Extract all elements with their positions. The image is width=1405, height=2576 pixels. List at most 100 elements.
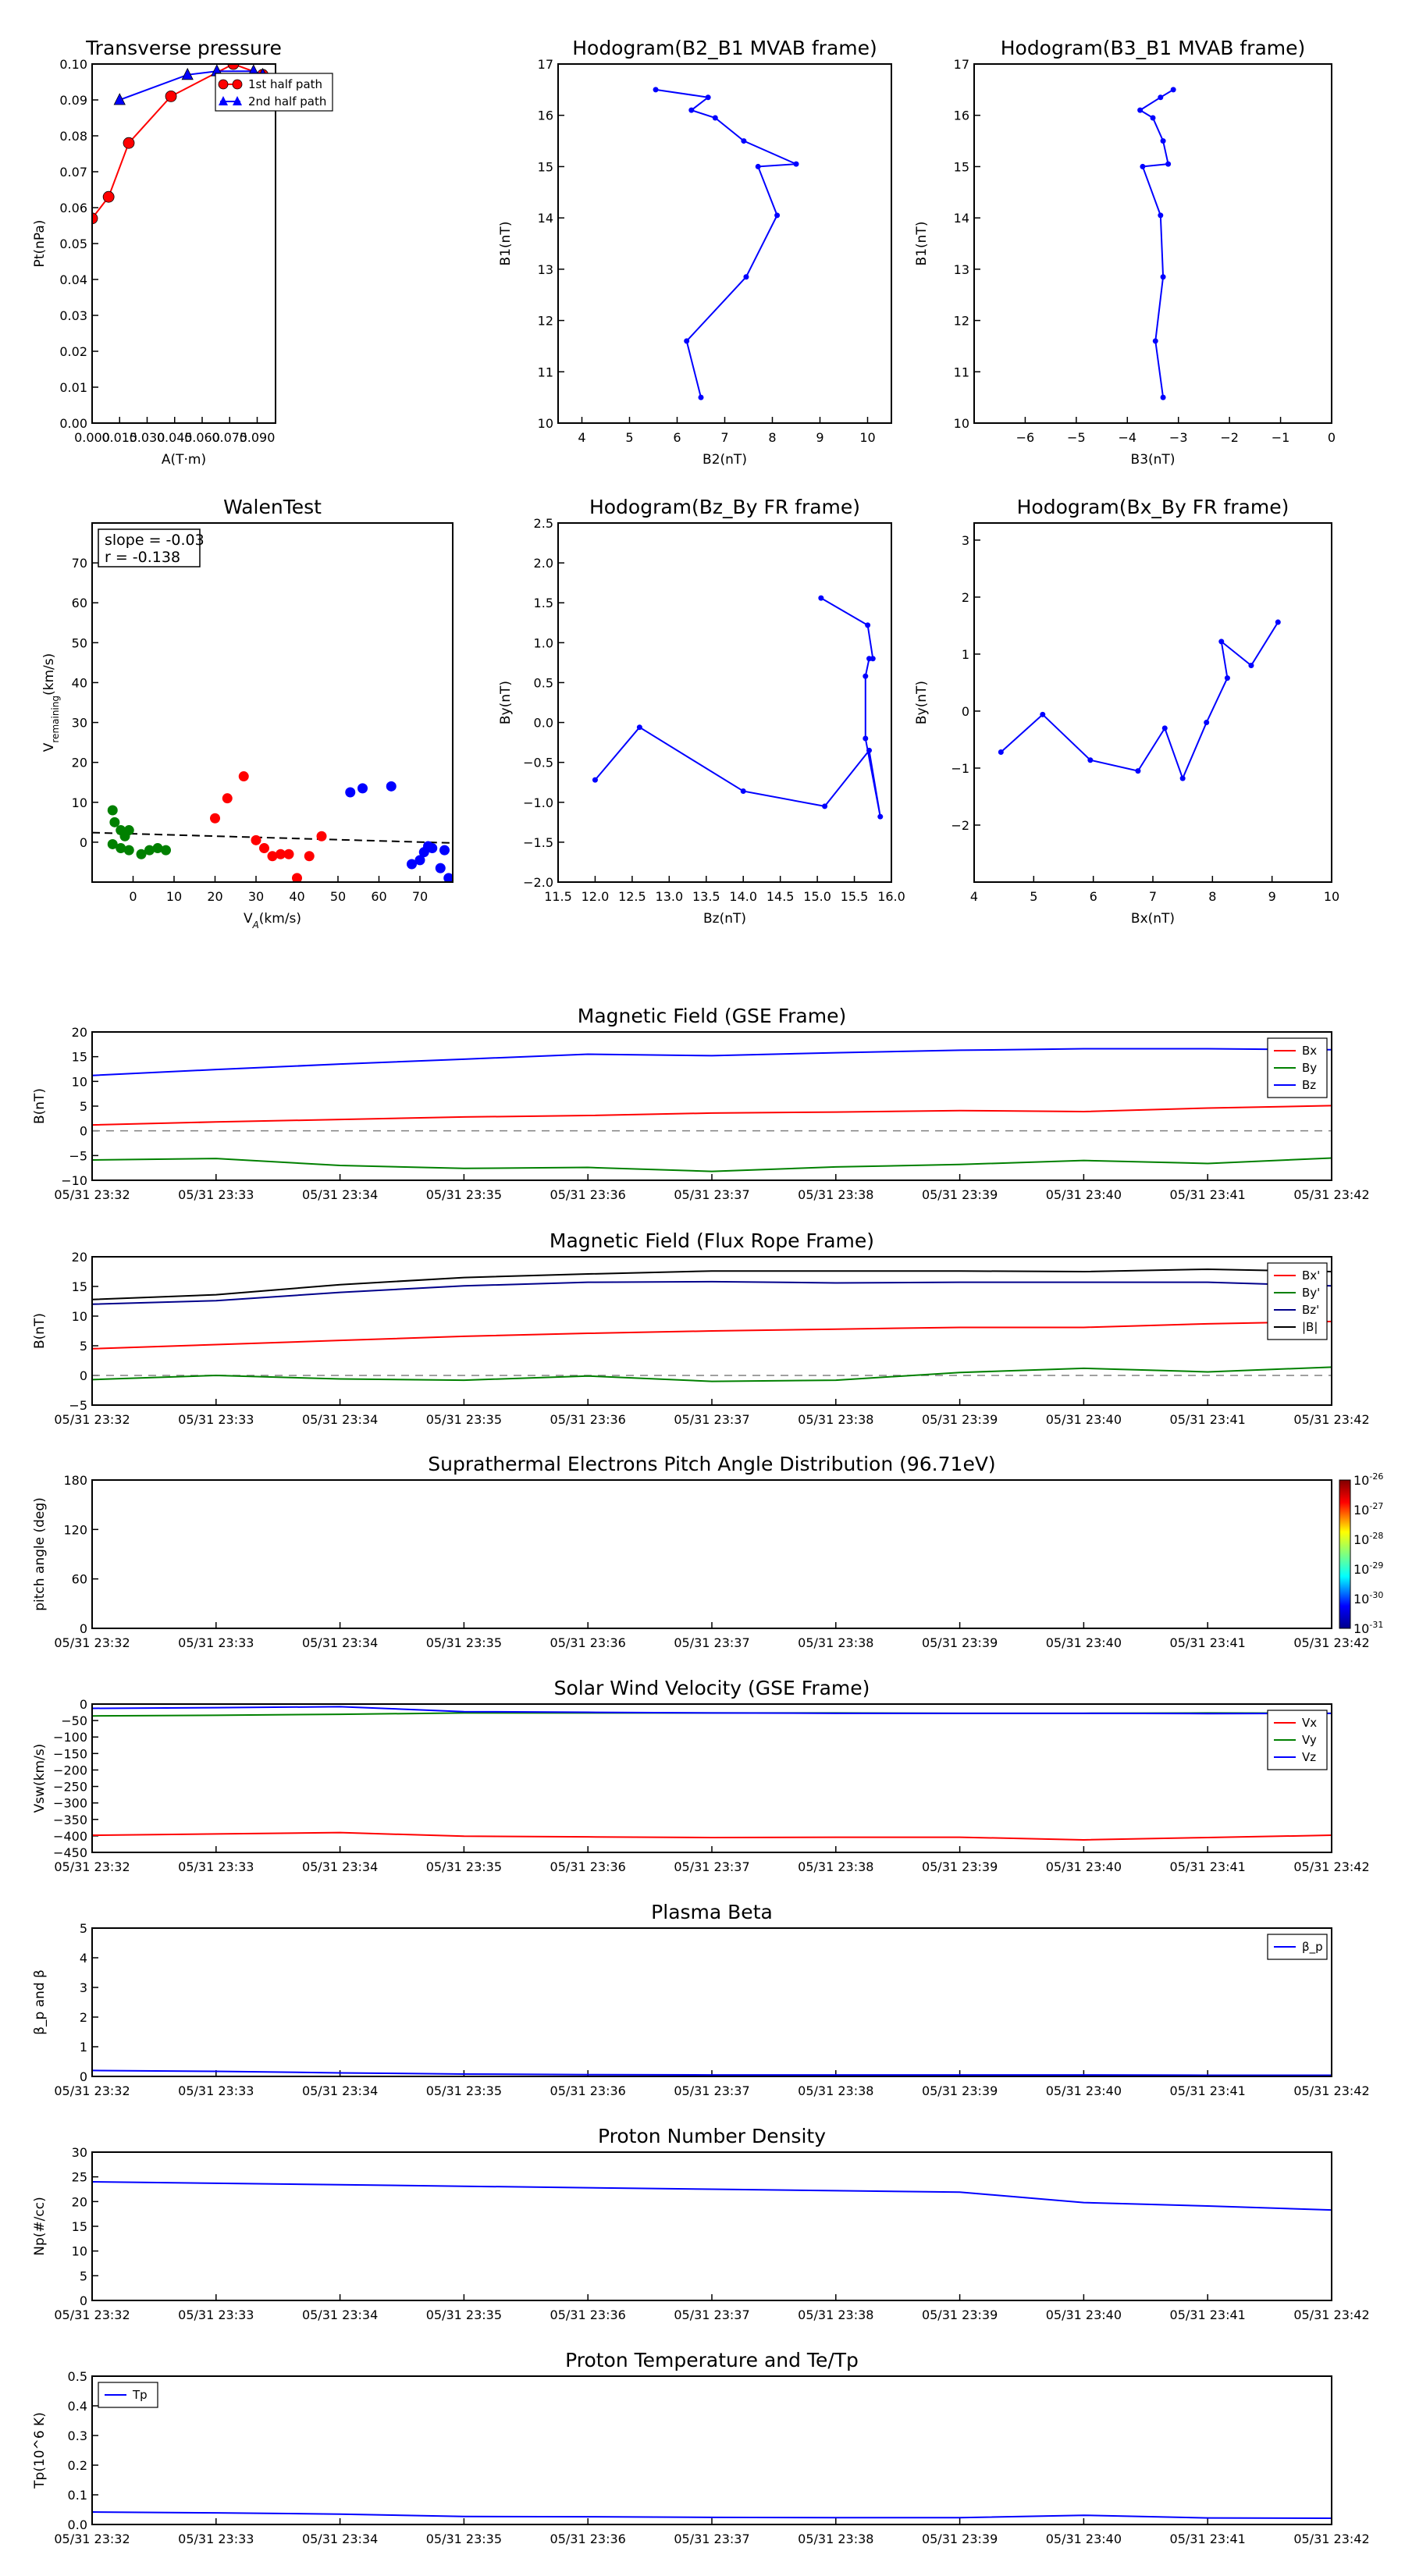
data-point [865,622,871,628]
x-tick-label: 05/31 23:39 [922,2532,998,2546]
data-point [998,749,1004,756]
data-point [818,595,824,601]
data-point [113,93,126,105]
series-line-Tp [91,2511,1332,2520]
y-tick-label: 0.2 [68,2458,87,2473]
y-tick-label: 180 [63,1473,87,1488]
y-tick-label: 0 [80,2069,87,2084]
y-tick-label: 5 [80,1339,87,1354]
y-tick-label: 2.5 [534,516,553,531]
x-tick-label: 05/31 23:32 [54,2083,130,2098]
chart-title: Hodogram(B2_B1 MVAB frame) [572,37,877,59]
x-tick-label: 12.5 [618,889,646,904]
y-tick-label: 16 [954,109,969,123]
data-point [684,338,690,344]
y-tick-label: −1.0 [523,795,553,810]
mag-fr-chart: Magnetic Field (Flux Rope Frame) 05/31 23… [32,1229,1370,1427]
x-tick-label: 05/31 23:42 [1293,1635,1369,1650]
y-tick-label: 0.06 [59,201,87,215]
data-point [1170,87,1176,93]
y-tick-label: 14 [538,211,553,226]
data-point [1137,107,1144,113]
x-tick-label: 40 [289,889,304,904]
y-tick-label: −300 [53,1796,87,1811]
legend-label: Vy [1302,1733,1317,1747]
y-tick-label: 20 [72,2194,87,2209]
y-tick-label: −200 [53,1763,87,1777]
data-point [238,771,249,782]
x-tick-label: 05/31 23:41 [1170,2532,1246,2546]
chart-title: Solar Wind Velocity (GSE Frame) [554,1677,870,1699]
x-tick-label: 05/31 23:34 [302,2083,378,2098]
data-point [698,394,704,400]
y-tick-label: 13 [954,262,969,277]
x-tick-label: 05/31 23:34 [302,1859,378,1874]
data-point [92,212,98,225]
data-point [793,161,799,167]
data-point [414,855,425,866]
series-line-Bz_By [594,597,881,817]
x-tick-label: 4 [970,889,978,904]
plot-frame [973,63,1332,424]
x-tick-label: 05/31 23:33 [178,1187,254,1202]
y-tick-label: 11 [954,365,969,379]
data-point [102,190,115,203]
x-tick-label: 05/31 23:37 [674,2083,749,2098]
y-tick-label: 1 [80,2040,87,2055]
data-point [123,845,134,856]
y-tick-label: 5 [80,1099,87,1114]
x-tick-label: 0.015 [101,430,137,445]
solar-wind-chart: Solar Wind Velocity (GSE Frame) 05/31 23:… [32,1677,1370,1874]
data-point [688,107,695,113]
x-tick-label: 05/31 23:34 [302,2307,378,2322]
proton-density-chart: Proton Number Density 05/31 23:32 05/31 23… [32,2125,1370,2322]
y-tick-label: −0.5 [523,756,553,770]
y-tick-label: 0.05 [59,237,87,251]
x-tick-label: 11.5 [544,889,572,904]
y-tick-label: 10 [72,2244,87,2259]
data-point [144,845,155,856]
x-tick-label: 05/31 23:37 [674,1412,749,1427]
data-point [636,724,642,731]
x-tick-label: −2 [1220,430,1239,445]
data-point [1135,768,1141,774]
y-tick-label: 3 [80,1980,87,1995]
y-tick-label: −400 [53,1829,87,1844]
series-line-By [91,1366,1332,1382]
x-tick-label: 05/31 23:32 [54,2307,130,2322]
data-point [316,831,327,841]
legend-label: Bx [1302,1044,1317,1058]
data-point [123,137,135,149]
x-tick-label: 05/31 23:35 [426,1635,502,1650]
x-tick-label: 05/31 23:38 [798,1187,873,1202]
x-tick-label: 12.0 [582,889,610,904]
plot-area [1137,87,1176,400]
y-tick-label: 0.04 [59,272,87,287]
y-tick-label: 2.0 [534,556,553,571]
data-point [1160,394,1166,400]
plot-area [998,619,1281,781]
y-tick-label: −50 [61,1713,87,1728]
mag-gse-chart: Magnetic Field (GSE Frame) 05/31 23:32 05/… [32,1005,1370,1202]
x-tick-label: 6 [1090,889,1097,904]
x-tick-label: 50 [330,889,346,904]
y-tick-label: 15 [72,1050,87,1065]
legend-label: Bz [1302,1078,1316,1092]
x-tick-label: 15.0 [803,889,831,904]
x-tick-label: 05/31 23:35 [426,2532,502,2546]
legend-label: |B| [1302,1320,1318,1334]
x-tick-label: 05/31 23:37 [674,2307,749,2322]
x-tick-label: 10 [1324,889,1339,904]
y-axis-label: β_p and β [32,1969,48,2035]
y-axis-label: By(nT) [498,681,514,724]
x-tick-label: 05/31 23:37 [674,2532,749,2546]
data-point [1158,94,1164,101]
data-point [1160,274,1166,280]
y-tick-label: 11 [538,365,553,379]
y-tick-label: −5 [69,1398,87,1413]
plot-frame [91,63,276,424]
x-tick-label: 0.060 [184,430,220,445]
legend-marker [233,96,242,105]
legend-label: 2nd half path [248,94,326,109]
